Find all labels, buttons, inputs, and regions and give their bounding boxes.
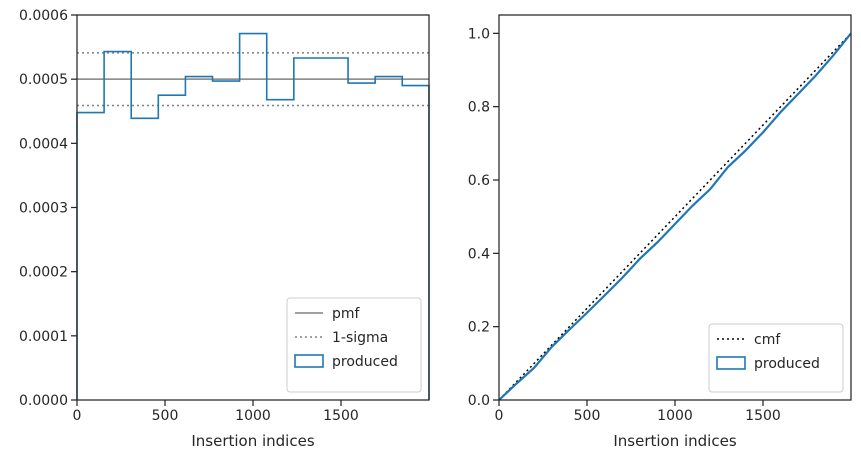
- x-tick-label: 1000: [657, 408, 693, 424]
- y-tick-label: 0.4: [468, 246, 490, 262]
- y-tick-label: 0.2: [468, 320, 490, 336]
- y-tick-label: 0.0: [468, 393, 490, 409]
- y-tick-label: 0.0000: [19, 393, 68, 409]
- y-axis-ticks: 0.0000 0.0001 0.0002 0.0003 0.0004 0.0005 0.00…: [19, 8, 77, 409]
- series-layer: [498, 32, 852, 401]
- produced-line: [498, 32, 852, 401]
- x-axis-ticks: 0 500 1000 1500: [73, 400, 359, 424]
- y-tick-label: 0.0001: [19, 329, 68, 345]
- legend-label: produced: [754, 356, 820, 372]
- legend-label: cmf: [754, 332, 781, 348]
- y-tick-label: 1.0: [468, 26, 490, 42]
- y-axis-ticks: 0.0 0.2 0.4 0.6 0.8 1.0: [468, 26, 499, 409]
- x-axis-label: Insertion indices: [191, 432, 314, 450]
- legend-box: [286, 297, 422, 393]
- x-axis-label: Insertion indices: [613, 432, 736, 450]
- x-tick-label: 1500: [323, 408, 359, 424]
- legend: pmf 1-sigma produced: [286, 297, 422, 393]
- series-layer: [76, 32, 430, 400]
- legend-label: 1-sigma: [332, 330, 388, 346]
- legend-swatch: [294, 354, 324, 368]
- x-tick-label: 0: [495, 408, 504, 424]
- x-tick-label: 0: [73, 408, 82, 424]
- x-tick-label: 500: [574, 408, 601, 424]
- y-tick-label: 0.8: [468, 100, 490, 116]
- y-tick-label: 0.0002: [19, 265, 68, 281]
- y-tick-label: 0.6: [468, 173, 490, 189]
- produced-step-line: [76, 32, 430, 400]
- y-tick-label: 0.0005: [19, 72, 68, 88]
- y-tick-label: 0.0003: [19, 201, 68, 217]
- x-tick-label: 500: [152, 408, 179, 424]
- y-tick-label: 0.0004: [19, 136, 68, 152]
- legend-box: [708, 323, 844, 393]
- reference-lines: [77, 52, 429, 107]
- legend-label: pmf: [332, 306, 361, 322]
- y-tick-label: 0.0006: [19, 8, 68, 24]
- legend: cmf produced: [708, 323, 844, 393]
- x-tick-label: 1000: [235, 408, 271, 424]
- x-tick-label: 1500: [745, 408, 781, 424]
- x-axis-ticks: 0 500 1000 1500: [495, 400, 781, 424]
- right-chart-panel: 0 500 1000 1500 0.0 0.2 0.4 0.6 0.8 1.0 Insertio…: [468, 14, 852, 450]
- left-chart-panel: 0 500 1000 1500 0.00000.00010.00020.00030.0…: [19, 8, 430, 450]
- legend-label: produced: [332, 354, 398, 370]
- legend-swatch: [716, 356, 746, 370]
